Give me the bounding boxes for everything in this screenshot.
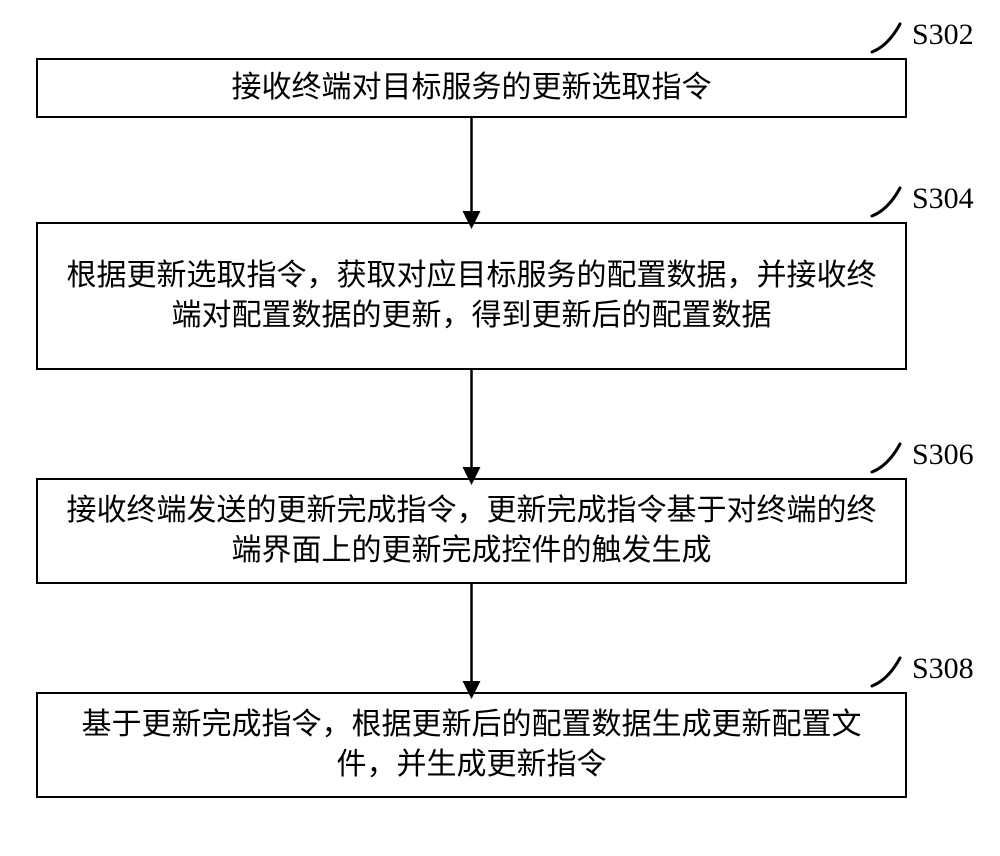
tick-S304 bbox=[872, 188, 900, 216]
tick-S302 bbox=[872, 24, 900, 52]
flow-node-n3: 接收终端发送的更新完成指令，更新完成指令基于对终端的终端界面上的更新完成控件的触… bbox=[36, 478, 907, 584]
flowchart-canvas: 接收终端对目标服务的更新选取指令根据更新选取指令，获取对应目标服务的配置数据，并… bbox=[0, 0, 1000, 856]
flow-node-text: 接收终端对目标服务的更新选取指令 bbox=[232, 68, 712, 109]
tick-S308 bbox=[872, 658, 900, 686]
flow-node-n1: 接收终端对目标服务的更新选取指令 bbox=[36, 58, 907, 118]
flow-node-text: 接收终端发送的更新完成指令，更新完成指令基于对终端的终端界面上的更新完成控件的触… bbox=[56, 491, 887, 572]
flow-node-text: 根据更新选取指令，获取对应目标服务的配置数据，并接收终端对配置数据的更新，得到更… bbox=[56, 256, 887, 337]
step-label-S308: S308 bbox=[912, 652, 974, 686]
flow-node-n4: 基于更新完成指令，根据更新后的配置数据生成更新配置文件，并生成更新指令 bbox=[36, 692, 907, 798]
step-label-S306: S306 bbox=[912, 438, 974, 472]
step-label-S304: S304 bbox=[912, 182, 974, 216]
flow-node-n2: 根据更新选取指令，获取对应目标服务的配置数据，并接收终端对配置数据的更新，得到更… bbox=[36, 222, 907, 370]
tick-S306 bbox=[872, 444, 900, 472]
flow-node-text: 基于更新完成指令，根据更新后的配置数据生成更新配置文件，并生成更新指令 bbox=[56, 705, 887, 786]
step-label-S302: S302 bbox=[912, 18, 974, 52]
